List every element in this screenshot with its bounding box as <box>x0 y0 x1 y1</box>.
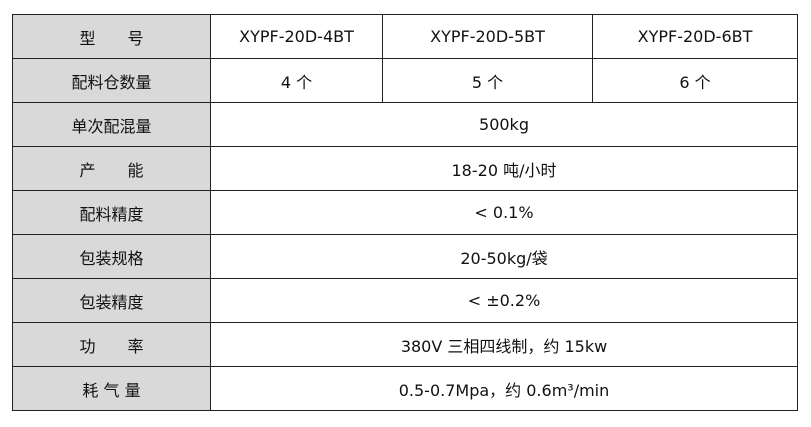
cell: 20-50kg/袋 <box>210 234 798 279</box>
table-row: 包装规格 20-50kg/袋 <box>12 234 798 279</box>
cell: < 0.1% <box>210 190 798 235</box>
table-body: 型 号 XYPF-20D-4BT XYPF-20D-5BT XYPF-20D-6… <box>12 14 798 411</box>
table-row: 功 率 380V 三相四线制，约 15kw <box>12 322 798 367</box>
row-label: 产 能 <box>12 146 211 191</box>
cell: < ±0.2% <box>210 278 798 323</box>
header-cell: XYPF-20D-5BT <box>382 14 593 59</box>
table-row: 包装精度 < ±0.2% <box>12 278 798 323</box>
cell: 0.5-0.7Mpa，约 0.6m³/min <box>210 366 798 411</box>
cell: 4 个 <box>210 58 383 103</box>
header-cell: XYPF-20D-4BT <box>210 14 383 59</box>
header-cell: 型 号 <box>12 14 211 59</box>
cell: 380V 三相四线制，约 15kw <box>210 322 798 367</box>
table-row: 单次配混量 500kg <box>12 102 798 147</box>
row-label: 单次配混量 <box>12 102 211 147</box>
row-label: 功 率 <box>12 322 211 367</box>
table-row: 耗 气 量 0.5-0.7Mpa，约 0.6m³/min <box>12 366 798 411</box>
table-row: 产 能 18-20 吨/小时 <box>12 146 798 191</box>
header-cell: XYPF-20D-6BT <box>592 14 798 59</box>
cell: 18-20 吨/小时 <box>210 146 798 191</box>
cell: 500kg <box>210 102 798 147</box>
row-label: 耗 气 量 <box>12 366 211 411</box>
spec-table: 型 号 XYPF-20D-4BT XYPF-20D-5BT XYPF-20D-6… <box>12 14 798 411</box>
cell: 5 个 <box>382 58 593 103</box>
header-row: 型 号 XYPF-20D-4BT XYPF-20D-5BT XYPF-20D-6… <box>12 14 798 59</box>
row-label: 包装规格 <box>12 234 211 279</box>
row-label: 配料精度 <box>12 190 211 235</box>
table-row: 配料精度 < 0.1% <box>12 190 798 235</box>
row-label: 包装精度 <box>12 278 211 323</box>
row-label: 配料仓数量 <box>12 58 211 103</box>
cell: 6 个 <box>592 58 798 103</box>
